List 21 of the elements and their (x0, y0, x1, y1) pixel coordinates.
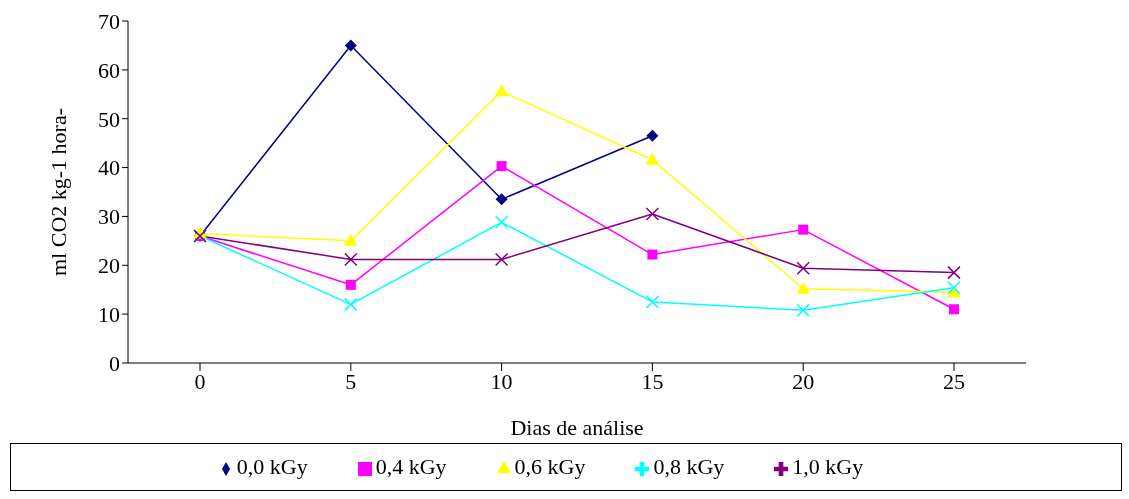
legend-label: 0,0 kGy (236, 454, 308, 479)
x-tick-label: 25 (943, 368, 965, 394)
legend-label: 0,6 kGy (514, 454, 586, 479)
x-tick-label: 10 (490, 368, 513, 394)
x-tick-label: 0 (194, 368, 206, 394)
x-axis-title: Dias de análise (510, 415, 644, 440)
y-tick-label: 20 (98, 253, 120, 279)
x-tick-label: 15 (641, 368, 664, 394)
x-tick-label: 5 (345, 368, 357, 394)
y-tick-label: 70 (98, 8, 120, 34)
y-tick-label: 10 (98, 301, 120, 327)
y-tick-label: 60 (98, 57, 120, 83)
y-tick-label: 40 (98, 155, 120, 181)
legend-label: 0,4 kGy (375, 454, 447, 479)
x-tick-label: 20 (792, 368, 815, 394)
y-tick-label: 30 (98, 204, 120, 230)
y-tick-label: 0 (109, 350, 120, 376)
y-axis-title: ml CO2 kg-1 hora- (45, 107, 71, 277)
legend-label: 1,0 kGy (792, 454, 864, 479)
legend-label: 0,8 kGy (653, 454, 725, 479)
y-tick-label: 50 (98, 106, 120, 132)
